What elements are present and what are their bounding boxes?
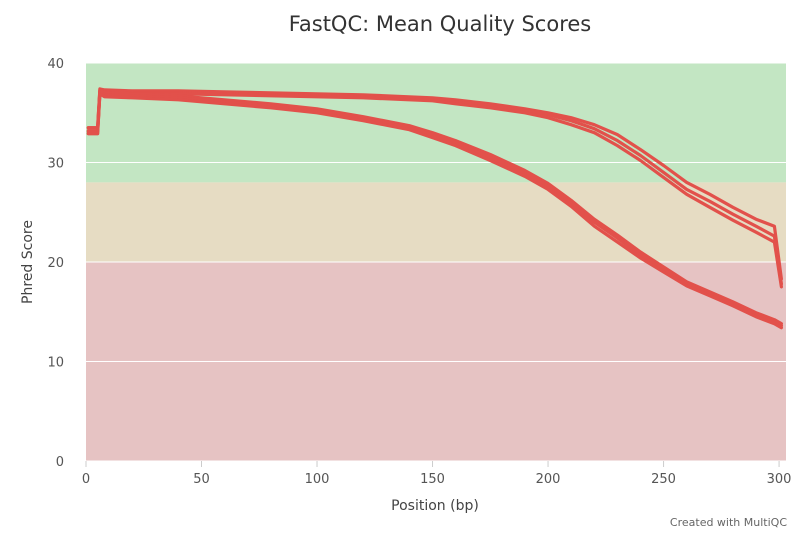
- x-tick-label-300: 300: [767, 472, 792, 487]
- series-lines: [86, 87, 783, 330]
- y-tick-label-0: 0: [56, 455, 64, 470]
- y-tick-label-10: 10: [47, 356, 64, 371]
- y-axis-title: Phred Score: [20, 220, 36, 304]
- zone-band-1: [86, 182, 786, 262]
- sample-line-5[interactable]: [86, 92, 783, 330]
- sample-line-3[interactable]: [86, 88, 783, 326]
- credit-text[interactable]: Created with MultiQC: [670, 516, 787, 529]
- sample-line-0[interactable]: [86, 87, 783, 281]
- sample-line-4[interactable]: [86, 90, 783, 328]
- x-tick-label-200: 200: [536, 472, 561, 487]
- x-tick-label-50: 50: [193, 472, 210, 487]
- x-tick-label-250: 250: [651, 472, 676, 487]
- y-tick-label-20: 20: [47, 256, 64, 271]
- x-axis-ticks: 0 50 100 150 200 250 300: [82, 461, 792, 487]
- y-axis-ticks: 0 10 20 30 40: [47, 57, 64, 470]
- zone-band-0: [86, 63, 786, 183]
- y-tick-label-40: 40: [47, 57, 64, 72]
- x-axis-title: Position (bp): [391, 498, 479, 514]
- y-tick-label-30: 30: [47, 157, 64, 172]
- x-tick-label-0: 0: [82, 472, 90, 487]
- x-tick-label-150: 150: [420, 472, 445, 487]
- x-tick-label-100: 100: [305, 472, 330, 487]
- chart-title: FastQC: Mean Quality Scores: [289, 12, 592, 36]
- gridlines: [86, 62, 786, 462]
